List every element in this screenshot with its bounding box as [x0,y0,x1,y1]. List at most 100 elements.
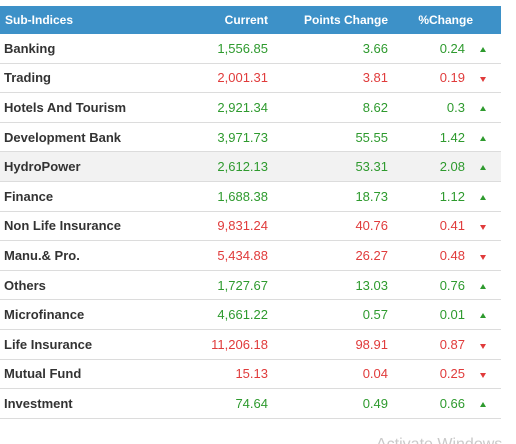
row-current-value: 1,688.38 [150,181,268,212]
row-sub-index-name[interactable]: Banking [0,34,150,64]
table-body: Banking 1,556.85 3.66 0.24 Trading 2,001.31 3.… [0,34,501,419]
row-sub-index-name[interactable]: HydroPower [0,151,150,182]
row-points-change: 13.03 [268,270,388,301]
row-points-change: 3.66 [268,34,388,64]
row-sub-index-name[interactable]: Trading [0,63,150,94]
table-row[interactable]: Finance 1,688.38 18.73 1.12 [0,181,501,212]
row-points-change: 3.81 [268,63,388,94]
triangle-up-icon [480,105,486,111]
table-row[interactable]: HydroPower 2,612.13 53.31 2.08 [0,151,501,182]
header-current[interactable]: Current [150,6,268,34]
row-points-change: 8.62 [268,92,388,123]
row-percent-change: 1.42 [388,122,465,153]
row-points-change: 18.73 [268,181,388,212]
row-current-value: 2,921.34 [150,92,268,123]
row-sub-index-name[interactable]: Manu.& Pro. [0,240,150,271]
row-percent-change: 2.08 [388,151,465,182]
row-percent-change: 0.48 [388,240,465,271]
triangle-up-icon [480,283,486,289]
row-percent-change: 1.12 [388,181,465,212]
row-current-value: 3,971.73 [150,122,268,153]
table-row[interactable]: Development Bank 3,971.73 55.55 1.42 [0,122,501,153]
row-direction-indicator [465,359,501,390]
header-sub-indices[interactable]: Sub-Indices [0,6,150,34]
row-sub-index-name[interactable]: Finance [0,181,150,212]
row-sub-index-name[interactable]: Life Insurance [0,329,150,360]
row-percent-change: 0.41 [388,211,465,242]
triangle-up-icon [480,194,486,200]
row-percent-change: 0.25 [388,359,465,390]
table-row[interactable]: Mutual Fund 15.13 0.04 0.25 [0,359,501,390]
row-direction-indicator [465,122,501,153]
row-direction-indicator [465,92,501,123]
row-percent-change: 0.24 [388,34,465,64]
row-percent-change: 0.66 [388,388,465,419]
row-percent-change: 0.01 [388,299,465,330]
triangle-up-icon [480,401,486,407]
row-current-value: 15.13 [150,359,268,390]
row-sub-index-name[interactable]: Hotels And Tourism [0,92,150,123]
row-direction-indicator [465,63,501,94]
triangle-down-icon [480,254,486,260]
triangle-down-icon [480,373,486,379]
triangle-down-icon [480,225,486,231]
triangle-up-icon [480,46,486,52]
header-percent-change[interactable]: %Change [388,6,501,34]
table-row[interactable]: Trading 2,001.31 3.81 0.19 [0,63,501,94]
row-sub-index-name[interactable]: Non Life Insurance [0,211,150,242]
row-points-change: 55.55 [268,122,388,153]
row-direction-indicator [465,299,501,330]
row-current-value: 11,206.18 [150,329,268,360]
triangle-up-icon [480,313,486,319]
row-current-value: 4,661.22 [150,299,268,330]
row-percent-change: 0.19 [388,63,465,94]
row-points-change: 0.04 [268,359,388,390]
row-sub-index-name[interactable]: Mutual Fund [0,359,150,390]
row-sub-index-name[interactable]: Others [0,270,150,301]
row-points-change: 26.27 [268,240,388,271]
row-direction-indicator [465,240,501,271]
row-current-value: 74.64 [150,388,268,419]
table-row[interactable]: Others 1,727.67 13.03 0.76 [0,270,501,301]
table-row[interactable]: Non Life Insurance 9,831.24 40.76 0.41 [0,211,501,242]
row-points-change: 98.91 [268,329,388,360]
watermark-text: Activate Windows [376,436,502,444]
row-points-change: 40.76 [268,211,388,242]
row-direction-indicator [465,151,501,182]
row-points-change: 0.57 [268,299,388,330]
row-direction-indicator [465,34,501,64]
row-sub-index-name[interactable]: Microfinance [0,299,150,330]
sub-indices-table: Sub-Indices Current Points Change %Chang… [0,6,501,419]
row-points-change: 53.31 [268,151,388,182]
row-percent-change: 0.87 [388,329,465,360]
row-percent-change: 0.76 [388,270,465,301]
row-current-value: 5,434.88 [150,240,268,271]
row-current-value: 1,727.67 [150,270,268,301]
table-header-row: Sub-Indices Current Points Change %Chang… [0,6,501,34]
row-direction-indicator [465,270,501,301]
row-points-change: 0.49 [268,388,388,419]
row-direction-indicator [465,329,501,360]
table-row[interactable]: Hotels And Tourism 2,921.34 8.62 0.3 [0,92,501,123]
row-current-value: 1,556.85 [150,34,268,64]
table-row[interactable]: Life Insurance 11,206.18 98.91 0.87 [0,329,501,360]
row-current-value: 9,831.24 [150,211,268,242]
triangle-up-icon [480,135,486,141]
table-row[interactable]: Microfinance 4,661.22 0.57 0.01 [0,299,501,330]
header-points-change[interactable]: Points Change [268,6,388,34]
triangle-down-icon [480,343,486,349]
row-current-value: 2,612.13 [150,151,268,182]
row-sub-index-name[interactable]: Investment [0,388,150,419]
row-direction-indicator [465,388,501,419]
triangle-down-icon [480,77,486,83]
row-percent-change: 0.3 [388,92,465,123]
triangle-up-icon [480,165,486,171]
table-row[interactable]: Banking 1,556.85 3.66 0.24 [0,34,501,64]
table-row[interactable]: Manu.& Pro. 5,434.88 26.27 0.48 [0,240,501,271]
row-direction-indicator [465,181,501,212]
row-current-value: 2,001.31 [150,63,268,94]
row-direction-indicator [465,211,501,242]
table-row[interactable]: Investment 74.64 0.49 0.66 [0,388,501,419]
row-sub-index-name[interactable]: Development Bank [0,122,150,153]
